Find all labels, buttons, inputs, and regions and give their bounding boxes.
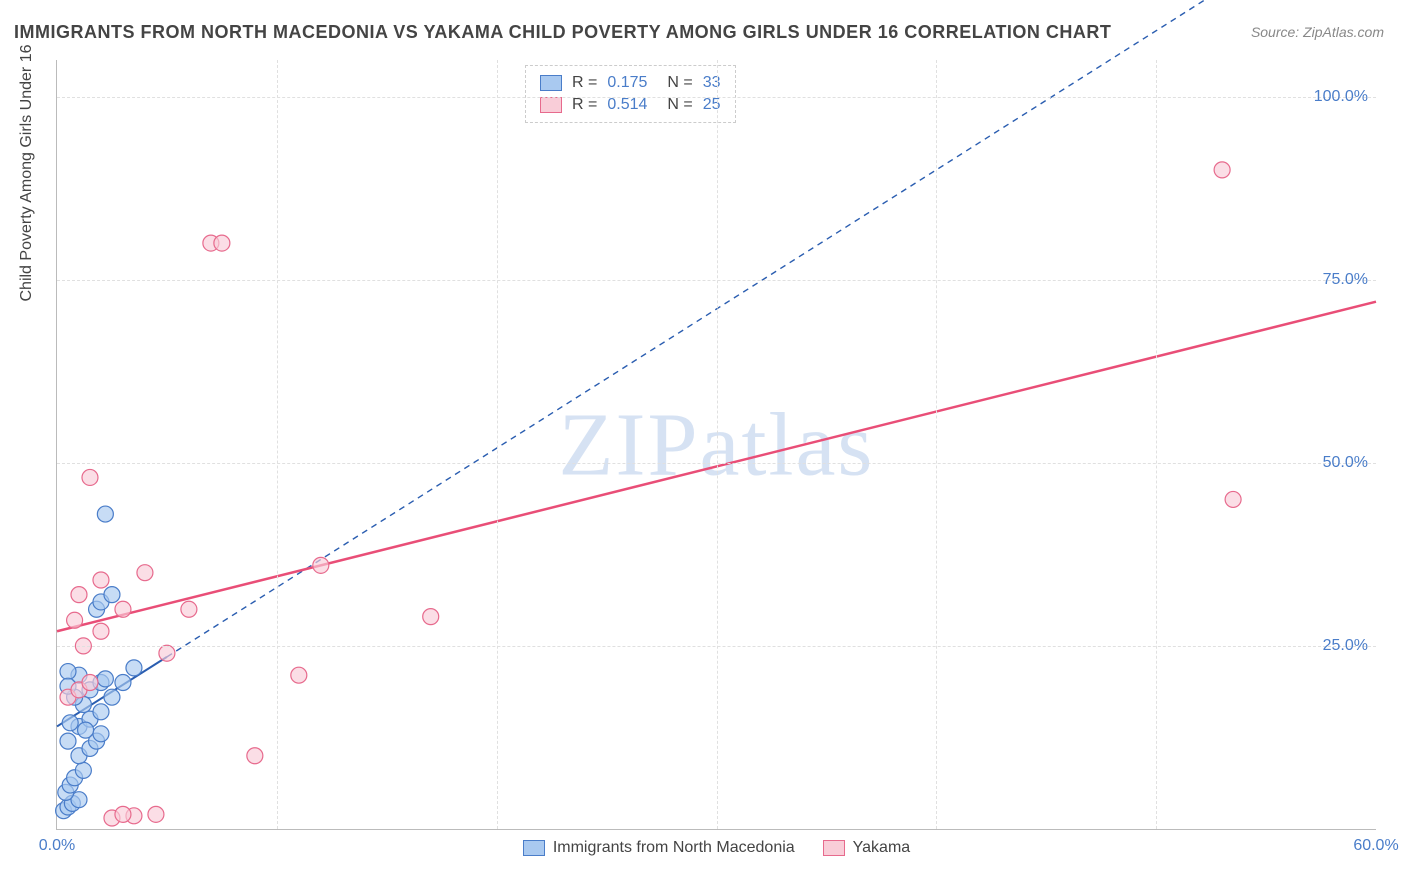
gridline-v xyxy=(277,60,278,829)
gridline-v xyxy=(936,60,937,829)
legend-label-2: Yakama xyxy=(853,839,911,857)
data-point xyxy=(115,601,131,617)
data-point xyxy=(247,748,263,764)
data-point xyxy=(62,715,78,731)
data-point xyxy=(82,469,98,485)
gridline-v xyxy=(717,60,718,829)
data-point xyxy=(148,806,164,822)
data-point xyxy=(159,645,175,661)
data-point xyxy=(126,660,142,676)
data-point xyxy=(1225,491,1241,507)
data-point xyxy=(75,762,91,778)
data-point xyxy=(104,587,120,603)
series-legend: Immigrants from North Macedonia Yakama xyxy=(57,839,1376,857)
xtick-label: 60.0% xyxy=(1353,837,1398,855)
gridline-v xyxy=(1156,60,1157,829)
chart-title: IMMIGRANTS FROM NORTH MACEDONIA VS YAKAM… xyxy=(14,22,1111,43)
data-point xyxy=(71,587,87,603)
data-point xyxy=(93,623,109,639)
data-point xyxy=(214,235,230,251)
ytick-label: 100.0% xyxy=(1314,88,1368,106)
plot-area: ZIPatlas R = 0.175 N = 33 R = 0.514 N = … xyxy=(56,60,1376,830)
data-point xyxy=(82,675,98,691)
legend-item-1: Immigrants from North Macedonia xyxy=(523,839,795,857)
data-point xyxy=(423,609,439,625)
data-point xyxy=(97,671,113,687)
legend-swatch-icon xyxy=(823,840,845,856)
data-point xyxy=(181,601,197,617)
ytick-label: 75.0% xyxy=(1323,271,1368,289)
data-point xyxy=(137,565,153,581)
data-point xyxy=(93,726,109,742)
data-point xyxy=(104,689,120,705)
data-point xyxy=(1214,162,1230,178)
data-point xyxy=(291,667,307,683)
legend-label-1: Immigrants from North Macedonia xyxy=(553,839,795,857)
source-label: Source: ZipAtlas.com xyxy=(1251,24,1384,40)
data-point xyxy=(78,722,94,738)
xtick-label: 0.0% xyxy=(39,837,75,855)
data-point xyxy=(115,675,131,691)
data-point xyxy=(67,612,83,628)
data-point xyxy=(60,733,76,749)
data-point xyxy=(313,557,329,573)
data-point xyxy=(93,572,109,588)
data-point xyxy=(60,664,76,680)
legend-item-2: Yakama xyxy=(823,839,911,857)
data-point xyxy=(97,506,113,522)
y-axis-label: Child Poverty Among Girls Under 16 xyxy=(18,45,36,302)
ytick-label: 50.0% xyxy=(1323,454,1368,472)
legend-swatch-icon xyxy=(523,840,545,856)
data-point xyxy=(93,704,109,720)
ytick-label: 25.0% xyxy=(1323,637,1368,655)
data-point xyxy=(115,806,131,822)
gridline-v xyxy=(497,60,498,829)
